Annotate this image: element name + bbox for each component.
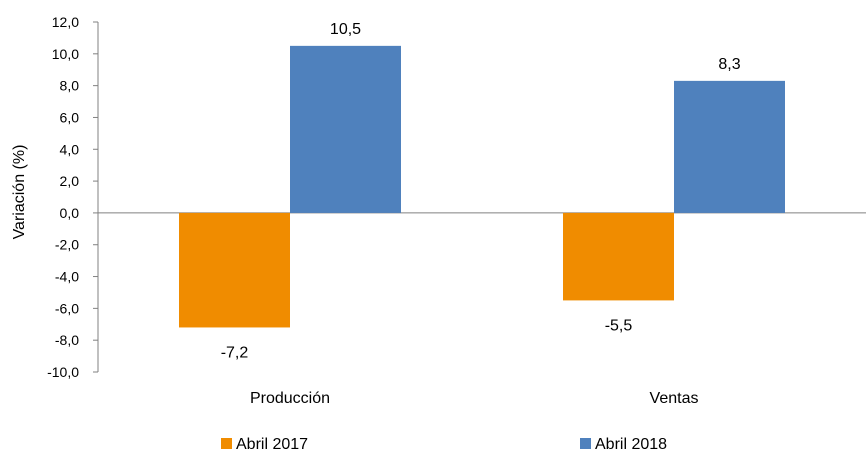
bar-abril-2018 [290, 45, 401, 213]
bar-abril-2017 [563, 212, 674, 301]
y-tick-label: 0,0 [60, 205, 80, 221]
data-label: -5,5 [605, 317, 633, 334]
y-tick-label: 2,0 [60, 173, 80, 189]
y-tick-label: 6,0 [60, 109, 80, 125]
y-tick-label: 4,0 [60, 141, 80, 157]
bar-abril-2018 [674, 80, 785, 213]
y-tick-label: -2,0 [55, 237, 79, 253]
y-tick-label: -6,0 [55, 300, 79, 316]
legend-label: Abril 2018 [595, 436, 667, 453]
y-axis-label-group: Variación (%) [11, 145, 28, 240]
y-axis-label: Variación (%) [11, 145, 28, 240]
bars [179, 45, 785, 328]
data-label: 10,5 [330, 21, 361, 38]
y-tick-label: -10,0 [47, 364, 79, 380]
y-tick-label: -4,0 [55, 269, 79, 285]
data-labels: -7,2 10,5 -5,5 8,3 [221, 21, 741, 362]
category-label: Producción [250, 390, 330, 407]
legend-swatch [580, 438, 591, 449]
x-axis-category-labels: Producción Ventas [250, 390, 698, 407]
y-tick-label: -8,0 [55, 332, 79, 348]
bar-abril-2017 [179, 212, 290, 328]
legend: Abril 2017 Abril 2018 [221, 436, 667, 453]
y-axis-ticks: 12,0 10,0 8,0 6,0 4,0 2,0 0,0 -2,0 -4,0 -6,0 -8,0 -… [47, 14, 98, 380]
y-tick-label: 10,0 [52, 46, 79, 62]
data-label: -7,2 [221, 344, 249, 361]
legend-swatch [221, 438, 232, 449]
y-tick-label: 8,0 [60, 78, 80, 94]
category-label: Ventas [650, 390, 699, 407]
data-label: 8,3 [718, 56, 740, 73]
legend-label: Abril 2017 [236, 436, 308, 453]
y-tick-label: 12,0 [52, 14, 79, 30]
